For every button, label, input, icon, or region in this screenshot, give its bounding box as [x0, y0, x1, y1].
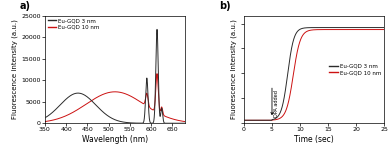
X-axis label: Wavelength (nm): Wavelength (nm): [82, 135, 148, 144]
X-axis label: Time (sec): Time (sec): [294, 135, 334, 144]
Y-axis label: Fluorescence intensity (a.u.): Fluorescence intensity (a.u.): [12, 20, 18, 119]
Legend: Eu-GQD 3 nm, Eu-GQD 10 nm: Eu-GQD 3 nm, Eu-GQD 10 nm: [328, 63, 383, 76]
Legend: Eu-GQD 3 nm, Eu-GQD 10 nm: Eu-GQD 3 nm, Eu-GQD 10 nm: [46, 17, 101, 31]
Text: b): b): [219, 1, 230, 11]
Text: DPA added: DPA added: [274, 90, 279, 117]
Text: a): a): [20, 1, 30, 11]
Y-axis label: Fluorescence Intensity (a.u.): Fluorescence Intensity (a.u.): [230, 20, 237, 119]
